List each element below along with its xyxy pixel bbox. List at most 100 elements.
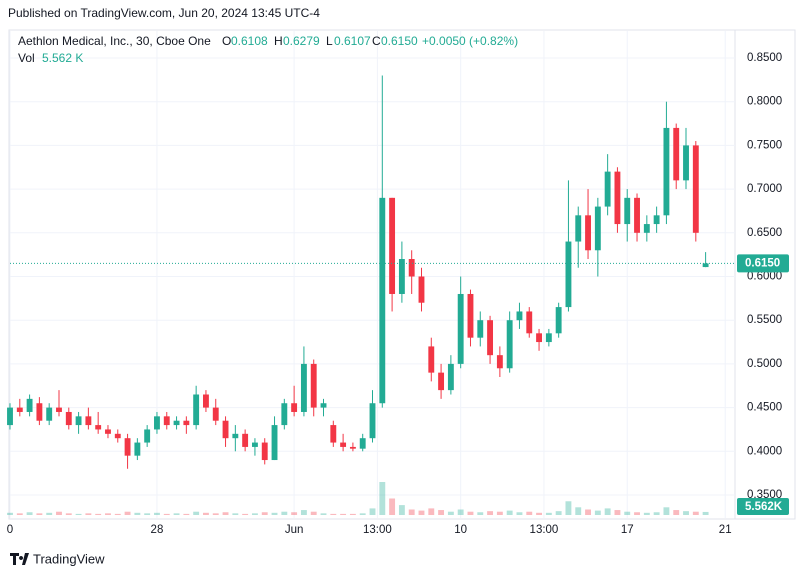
y-tick-label: 0.6000 <box>747 271 782 283</box>
candle-body <box>555 307 562 334</box>
candle-body <box>398 259 405 294</box>
volume-bar <box>36 513 43 515</box>
volume-label: Vol <box>18 51 35 65</box>
candle-body <box>643 224 650 233</box>
volume-tag-label: 5.562K <box>745 501 783 513</box>
volume-bar <box>369 508 376 515</box>
candle-body <box>242 433 249 447</box>
volume-bar <box>193 511 200 515</box>
volume-bar <box>242 513 249 515</box>
volume-bar <box>310 511 317 515</box>
volume-bar <box>134 512 141 515</box>
candle-body <box>624 197 631 225</box>
y-tick-label: 0.5500 <box>747 314 782 326</box>
volume-bar <box>251 513 258 515</box>
x-tick-label: Jun <box>285 524 304 536</box>
volume-bar <box>673 510 680 515</box>
volume-bar <box>85 513 92 515</box>
volume-value: 5.562 K <box>42 51 83 65</box>
candle-body <box>447 363 454 391</box>
candle-body <box>144 429 151 443</box>
volume-bar <box>487 511 494 515</box>
volume-bar <box>428 508 435 515</box>
high-value: 0.6279 <box>283 34 320 48</box>
x-tick-label: 21 <box>719 524 732 536</box>
candle-body <box>183 420 190 426</box>
volume-bar <box>565 501 572 515</box>
candle-body <box>340 442 347 447</box>
brand-name: TradingView <box>33 551 105 566</box>
volume-bar <box>643 512 650 515</box>
volume-bar <box>526 511 533 515</box>
y-tick-label: 0.4500 <box>747 402 782 414</box>
candle-body <box>634 197 640 233</box>
volume-bar <box>154 512 160 515</box>
candle-body <box>105 429 111 434</box>
volume-bar <box>634 512 640 515</box>
candle-body <box>536 333 542 343</box>
y-tick-label: 0.7500 <box>747 139 782 151</box>
x-tick-label: 13:00 <box>530 524 559 536</box>
volume-bar <box>340 513 347 515</box>
candle-body <box>261 442 268 461</box>
volume-bar <box>105 513 111 515</box>
candle-body <box>310 363 317 408</box>
candle-body <box>173 420 180 426</box>
candle-body <box>271 425 278 461</box>
y-tick-label: 0.4000 <box>747 445 782 457</box>
candle-body <box>418 276 425 303</box>
volume-bar <box>614 510 621 515</box>
volume-bar <box>496 511 503 515</box>
candle-body <box>565 241 572 308</box>
candle-body <box>16 407 23 412</box>
published-note: Published on TradingView.com, Jun 20, 20… <box>8 6 320 20</box>
candle-body <box>212 407 219 421</box>
volume-bar <box>173 513 180 515</box>
volume-bar <box>653 512 660 515</box>
volume-bar <box>291 512 298 515</box>
y-tick-label: 0.7000 <box>747 183 782 195</box>
candle-body <box>193 394 200 426</box>
volume-bar <box>281 511 288 515</box>
volume-bar <box>124 511 131 515</box>
candle-body <box>683 145 689 181</box>
candle-body <box>604 171 611 207</box>
brand: TradingView <box>10 551 105 566</box>
volume-bar <box>408 509 415 515</box>
volume-bar <box>26 512 33 515</box>
candle-body <box>408 259 415 277</box>
volume-bar <box>75 513 82 515</box>
volume-bar <box>203 512 209 515</box>
last-price-tag <box>737 254 789 273</box>
volume-bar <box>683 511 689 515</box>
volume-bar <box>516 512 523 515</box>
candle-body <box>379 197 386 404</box>
volume-bar <box>467 511 474 515</box>
volume-bar <box>692 511 699 515</box>
volume-bar <box>379 482 386 515</box>
volume-bar <box>555 511 562 515</box>
candle-body <box>300 363 307 412</box>
candle-body <box>85 416 92 426</box>
candle-body <box>36 403 43 421</box>
candle-body <box>134 442 141 456</box>
candle-body <box>56 407 62 412</box>
change: +0.0050 (+0.82%) <box>422 34 518 48</box>
close-label: C <box>372 34 381 48</box>
volume-bar <box>232 513 239 515</box>
candle-body <box>673 127 680 181</box>
volume-bar <box>46 512 53 515</box>
volume-bar <box>7 512 13 515</box>
open-value: 0.6108 <box>231 34 268 48</box>
volume-bar <box>212 513 219 515</box>
candle-body <box>477 320 484 338</box>
volume-bar <box>16 513 23 515</box>
volume-bar <box>56 511 62 515</box>
symbol: Aethlon Medical, Inc., 30, Cboe One <box>18 34 211 48</box>
candle-body <box>65 411 72 426</box>
candle-body <box>653 215 660 225</box>
candle-body <box>320 403 327 408</box>
volume-bar <box>183 513 190 515</box>
candle-body <box>163 416 170 426</box>
candle-body <box>7 407 13 426</box>
